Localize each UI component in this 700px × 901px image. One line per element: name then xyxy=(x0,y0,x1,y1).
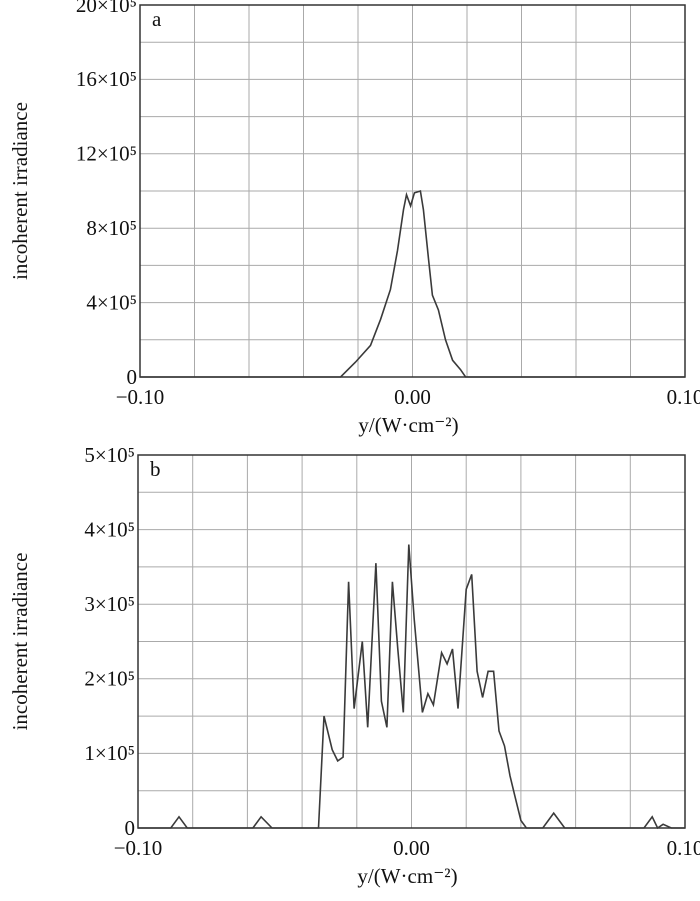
data-line xyxy=(138,544,685,830)
y-tick-label: 0 xyxy=(125,816,136,840)
x-axis-label: y/(W·cm⁻²) xyxy=(357,864,457,888)
y-tick-label: 0 xyxy=(127,365,138,389)
y-tick-label: 5×10⁵ xyxy=(84,443,135,467)
y-tick-label: 3×10⁵ xyxy=(84,592,135,616)
x-tick-label: 0.00 xyxy=(394,385,431,409)
x-tick-label: 0.00 xyxy=(393,836,430,860)
plot-frame xyxy=(137,454,686,829)
y-tick-label: 16×10⁵ xyxy=(76,67,137,91)
panel-label: b xyxy=(150,457,161,481)
y-tick-label: 20×10⁵ xyxy=(76,0,137,17)
y-tick-label: 4×10⁵ xyxy=(84,517,135,541)
y-tick-label: 12×10⁵ xyxy=(76,142,137,166)
y-tick-label: 8×10⁵ xyxy=(86,216,137,240)
x-tick-label: −0.10 xyxy=(116,385,165,409)
panel-label: a xyxy=(152,7,162,31)
x-axis-label: y/(W·cm⁻²) xyxy=(358,413,458,437)
y-axis-label: incoherent irradiance xyxy=(8,553,32,731)
x-tick-label: 0.10 xyxy=(667,385,700,409)
y-tick-label: 1×10⁵ xyxy=(84,741,135,765)
plot-frame xyxy=(139,4,686,378)
y-tick-label: 2×10⁵ xyxy=(84,667,135,691)
y-axis-label: incoherent irradiance xyxy=(8,102,32,280)
x-tick-label: −0.10 xyxy=(114,836,163,860)
y-tick-label: 4×10⁵ xyxy=(86,290,137,314)
data-line xyxy=(140,189,685,378)
x-tick-label: 0.10 xyxy=(667,836,700,860)
